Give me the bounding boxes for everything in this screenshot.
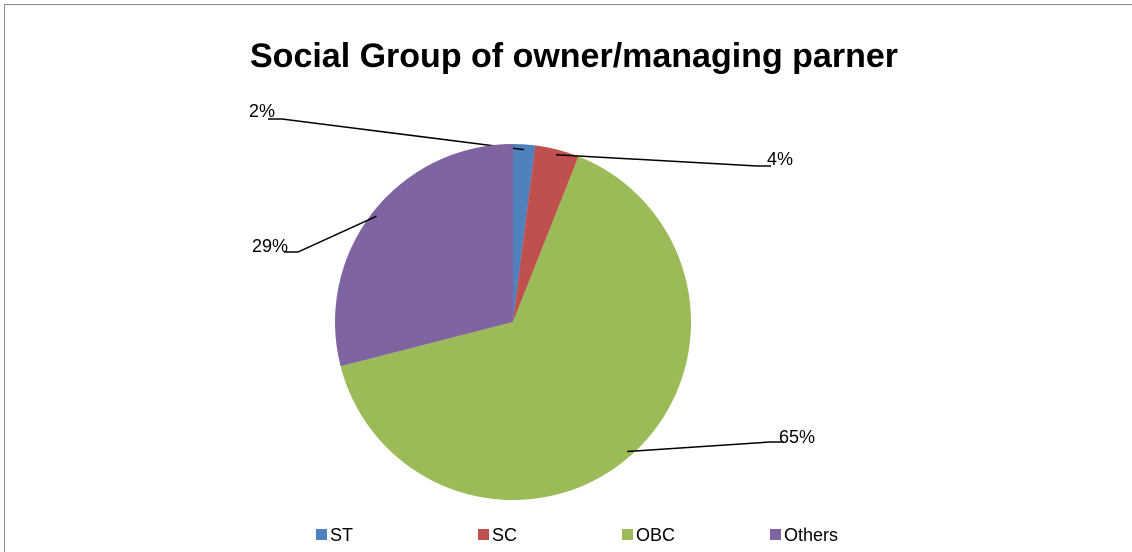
data-label: 4% xyxy=(767,149,793,169)
leader-line xyxy=(627,441,784,453)
chart-title: Social Group of owner/managing parner xyxy=(250,37,898,75)
legend-label: ST xyxy=(330,525,353,545)
legend-swatch xyxy=(316,529,327,540)
data-label: 65% xyxy=(779,427,815,447)
leader-line xyxy=(555,154,771,167)
leader-line xyxy=(268,118,524,151)
leader-line xyxy=(284,215,377,253)
legend-swatch xyxy=(770,529,781,540)
legend-label: Others xyxy=(784,525,838,545)
data-label: 2% xyxy=(249,101,275,121)
legend-swatch xyxy=(622,529,633,540)
legend-label: SC xyxy=(492,525,517,545)
data-label: 29% xyxy=(252,236,288,256)
legend-label: OBC xyxy=(636,525,675,545)
pie-slice xyxy=(340,156,692,500)
legend-swatch xyxy=(478,529,489,540)
pie-slice xyxy=(513,144,536,322)
pie-slice xyxy=(513,145,579,322)
pie-slice xyxy=(334,144,513,367)
